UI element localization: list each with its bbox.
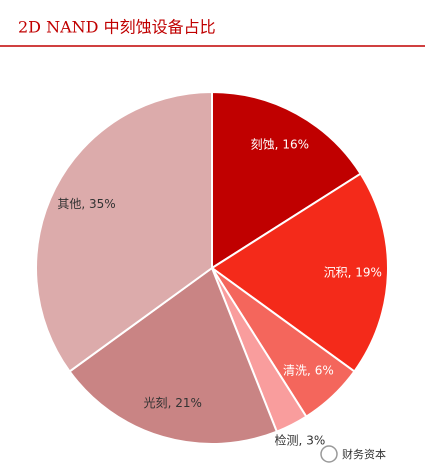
- label-separator: ,: [307, 363, 315, 377]
- slice-value-label: 35%: [89, 197, 116, 211]
- pie-slice: [35, 90, 213, 373]
- watermark-icon: [320, 445, 338, 463]
- label-separator: ,: [299, 433, 307, 447]
- pie-slice: [211, 90, 362, 270]
- label-separator: ,: [81, 197, 89, 211]
- chart-title: 2D NAND 中刻蚀设备占比: [18, 18, 216, 37]
- watermark-group: 财务资本: [320, 445, 386, 463]
- slice-value-label: 3%: [306, 433, 325, 447]
- slice-label: 其他, 35%: [57, 197, 115, 211]
- pie-slice: [68, 266, 279, 445]
- slice-category: 其他: [57, 197, 81, 211]
- slice-value-label: 21%: [175, 396, 202, 410]
- label-separator: ,: [275, 137, 283, 151]
- slice-category: 清洗: [283, 363, 307, 377]
- slice-value-label: 19%: [355, 265, 382, 279]
- slice-label: 检测, 3%: [275, 432, 326, 447]
- slice-category: 沉积: [324, 265, 348, 279]
- slice-category: 光刻: [144, 396, 168, 410]
- slice-label: 光刻, 21%: [144, 396, 202, 410]
- slice-value-label: 6%: [315, 363, 334, 377]
- slice-category: 刻蚀: [251, 137, 275, 151]
- slice-label: 刻蚀, 16%: [251, 137, 309, 151]
- label-separator: ,: [348, 265, 356, 279]
- slice-label: 沉积, 19%: [324, 265, 382, 279]
- slice-label: 清洗, 6%: [283, 363, 334, 377]
- slice-category: 检测: [275, 432, 299, 447]
- watermark: 财务资本: [342, 447, 386, 461]
- label-separator: ,: [168, 396, 176, 410]
- slice-value-label: 16%: [282, 137, 309, 151]
- pie-slice: [210, 172, 389, 373]
